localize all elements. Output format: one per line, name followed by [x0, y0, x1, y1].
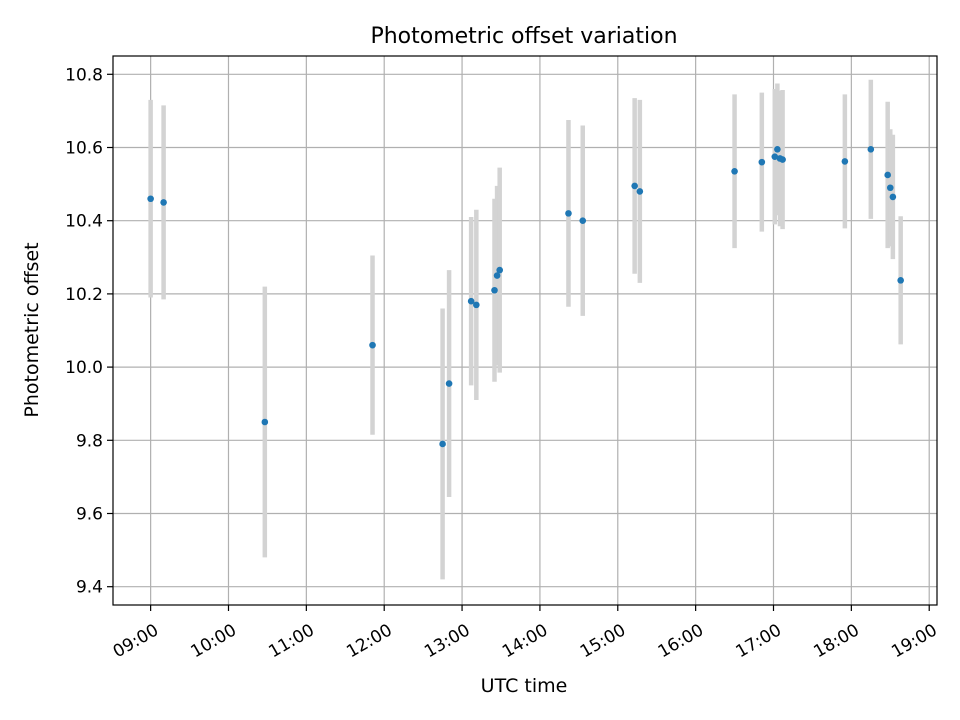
data-point — [631, 183, 638, 190]
data-point — [473, 302, 480, 309]
data-point — [884, 172, 891, 179]
y-tick-label: 10.4 — [65, 212, 103, 232]
data-point — [890, 194, 897, 201]
data-point — [262, 419, 269, 426]
data-point — [446, 380, 453, 387]
data-point — [439, 441, 446, 448]
y-tick-label: 10.6 — [65, 139, 103, 159]
data-point — [579, 217, 586, 224]
data-point — [868, 146, 875, 153]
data-point — [491, 287, 498, 294]
x-axis-label: UTC time — [481, 675, 568, 697]
data-point — [565, 210, 572, 217]
data-point — [637, 188, 644, 195]
y-tick-label: 10.8 — [65, 65, 103, 85]
data-point — [897, 277, 904, 284]
y-axis-label: Photometric offset — [21, 242, 43, 417]
chart-title: Photometric offset variation — [370, 24, 677, 49]
data-point — [842, 158, 849, 165]
data-point — [160, 199, 167, 206]
y-tick-label: 9.6 — [76, 505, 103, 525]
data-point — [496, 267, 503, 274]
y-tick-label: 10.0 — [65, 358, 103, 378]
data-point — [779, 156, 786, 163]
data-point — [369, 342, 376, 349]
data-point — [147, 195, 154, 202]
data-point — [887, 184, 894, 191]
data-point — [759, 159, 766, 166]
y-tick-label: 9.8 — [76, 431, 103, 451]
y-tick-label: 9.4 — [76, 578, 103, 598]
data-point — [731, 168, 738, 175]
data-point — [774, 146, 781, 153]
y-tick-label: 10.2 — [65, 285, 103, 305]
